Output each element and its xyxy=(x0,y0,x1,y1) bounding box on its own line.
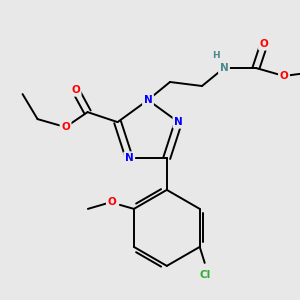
Text: N: N xyxy=(144,95,152,105)
Text: O: O xyxy=(71,85,80,95)
Text: O: O xyxy=(260,39,268,49)
Text: H: H xyxy=(212,50,220,59)
Text: O: O xyxy=(280,71,288,81)
Text: N: N xyxy=(125,153,134,163)
Text: N: N xyxy=(174,117,183,127)
Text: Cl: Cl xyxy=(199,270,210,280)
Text: O: O xyxy=(107,197,116,207)
Text: N: N xyxy=(220,63,228,73)
Text: O: O xyxy=(61,122,70,132)
